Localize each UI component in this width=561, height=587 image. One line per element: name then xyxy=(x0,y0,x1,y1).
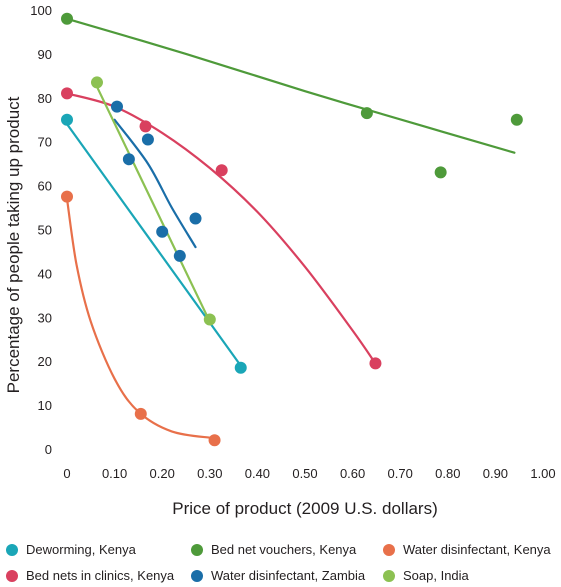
data-points xyxy=(61,12,523,447)
data-point xyxy=(61,113,73,126)
data-point xyxy=(173,249,186,262)
y-tick-label: 50 xyxy=(38,223,52,238)
data-point xyxy=(369,357,382,370)
x-tick-label: 0 xyxy=(63,466,70,481)
y-tick-label: 30 xyxy=(38,310,52,325)
legend-label: Bed nets in clinics, Kenya xyxy=(26,568,175,583)
data-point xyxy=(203,313,216,326)
x-tick-label: 0.90 xyxy=(483,466,508,481)
data-point xyxy=(122,153,135,166)
x-axis-label: Price of product (2009 U.S. dollars) xyxy=(172,499,438,518)
y-tick-label: 80 xyxy=(38,91,52,106)
data-point xyxy=(156,225,169,238)
legend-item: Bed net vouchers, Kenya xyxy=(191,542,356,558)
legend-swatch xyxy=(191,544,203,556)
legend-swatch xyxy=(6,570,18,582)
legend-label: Water disinfectant, Kenya xyxy=(403,542,551,557)
data-point xyxy=(61,12,73,25)
y-tick-label: 40 xyxy=(38,266,52,281)
data-point xyxy=(360,107,373,120)
legend-item: Soap, India xyxy=(383,568,469,584)
data-point xyxy=(510,113,523,126)
trend-lines xyxy=(65,17,516,440)
data-point xyxy=(434,166,447,179)
x-tick-label: 1.00 xyxy=(530,466,555,481)
data-point xyxy=(215,164,228,177)
data-point xyxy=(90,76,103,89)
data-point xyxy=(234,361,247,374)
legend-item: Bed nets in clinics, Kenya xyxy=(6,568,174,584)
series-trend-line xyxy=(65,197,214,440)
y-tick-label: 10 xyxy=(38,398,52,413)
x-axis-ticks: 0 0.10 0.20 0.30 0.40 0.50 0.60 0.70 0.80 0.90 1.0… xyxy=(63,466,555,481)
data-point xyxy=(139,120,152,133)
y-tick-label: 0 xyxy=(45,442,52,457)
series-trend-line xyxy=(113,118,197,249)
x-tick-label: 0.40 xyxy=(245,466,270,481)
data-point xyxy=(189,212,202,225)
x-tick-label: 0.70 xyxy=(388,466,413,481)
x-tick-label: 0.30 xyxy=(197,466,222,481)
legend-swatch xyxy=(191,570,203,582)
data-point xyxy=(110,100,123,113)
series-trend-line xyxy=(65,92,377,365)
y-tick-label: 100 xyxy=(30,3,52,18)
legend-label: Bed net vouchers, Kenya xyxy=(211,542,357,557)
data-point xyxy=(61,87,73,100)
y-tick-label: 90 xyxy=(38,47,52,62)
y-tick-label: 70 xyxy=(38,135,52,150)
legend: Deworming, Kenya Bed net vouchers, Kenya W… xyxy=(6,540,561,587)
legend-item: Water disinfectant, Kenya xyxy=(383,542,551,558)
data-point xyxy=(141,133,154,146)
legend-item: Deworming, Kenya xyxy=(6,542,136,558)
y-axis-ticks: 0 10 20 30 40 50 60 70 80 90 100 xyxy=(30,3,52,457)
legend-label: Deworming, Kenya xyxy=(26,542,136,557)
legend-label: Soap, India xyxy=(403,568,469,583)
legend-swatch xyxy=(383,544,395,556)
series-trend-line xyxy=(95,85,211,323)
series-trend-line xyxy=(65,123,242,367)
data-point xyxy=(208,434,221,447)
legend-swatch xyxy=(383,570,395,582)
data-point xyxy=(134,407,147,420)
series-trend-line xyxy=(65,17,516,154)
x-tick-label: 0.60 xyxy=(340,466,365,481)
legend-label: Water disinfectant, Zambia xyxy=(211,568,366,583)
x-tick-label: 0.20 xyxy=(150,466,175,481)
y-tick-label: 20 xyxy=(38,354,52,369)
y-axis-label: Percentage of people taking up product xyxy=(4,96,23,393)
legend-swatch xyxy=(6,544,18,556)
legend-item: Water disinfectant, Zambia xyxy=(191,568,365,584)
x-tick-label: 0.80 xyxy=(435,466,460,481)
data-point xyxy=(61,190,73,203)
y-tick-label: 60 xyxy=(38,179,52,194)
x-tick-label: 0.50 xyxy=(292,466,317,481)
x-tick-label: 0.10 xyxy=(102,466,127,481)
